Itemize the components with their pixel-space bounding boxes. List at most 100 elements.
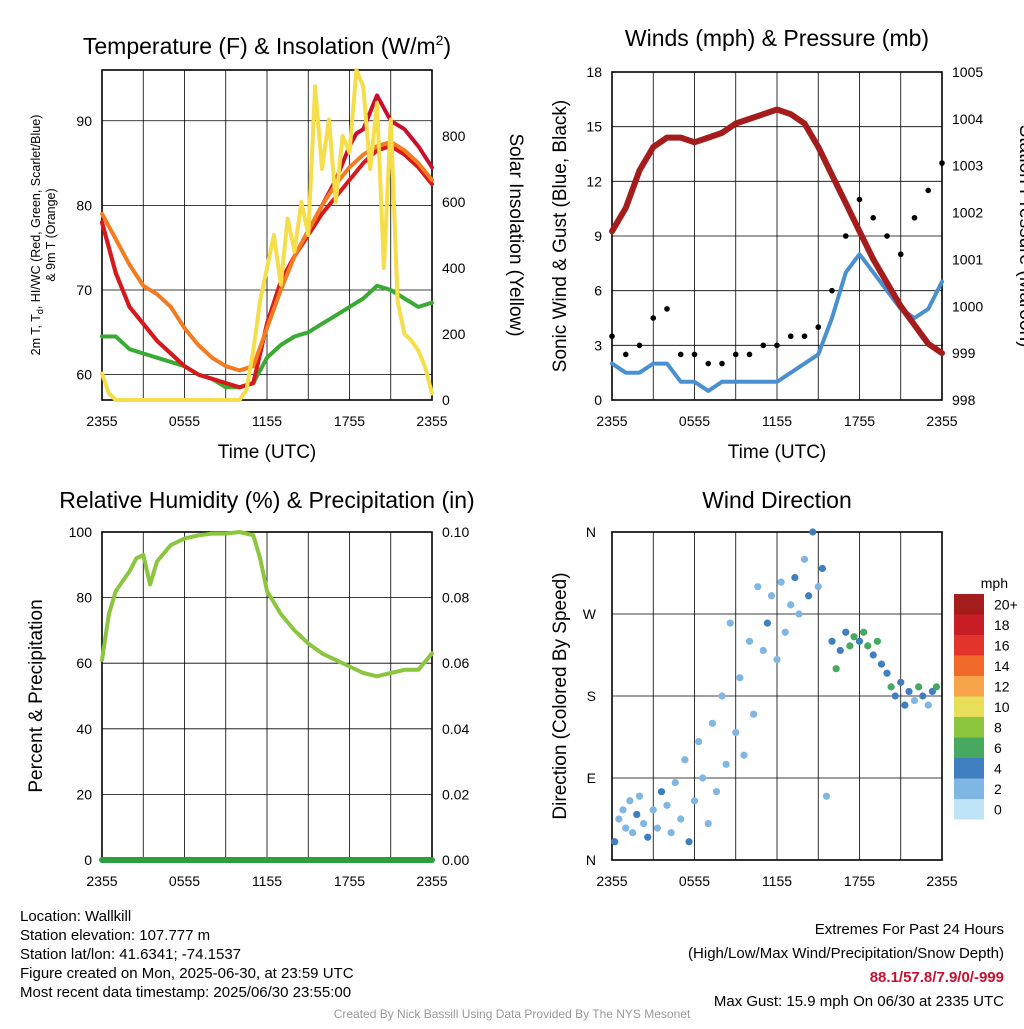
legend-label: 18 <box>994 617 1010 633</box>
series-line-solar <box>100 68 434 402</box>
direction-point <box>718 692 726 700</box>
y-axis-label: Direction (Colored By Speed) <box>550 572 571 819</box>
x-tick-label: 1755 <box>844 873 875 889</box>
direction-point <box>869 651 877 659</box>
direction-point <box>818 564 826 573</box>
direction-point <box>781 628 789 636</box>
gust-point <box>856 196 863 203</box>
legend-swatch <box>954 655 984 676</box>
direction-point <box>681 756 689 764</box>
direction-point <box>677 815 685 823</box>
y-right-tick-label: 0.00 <box>442 852 469 868</box>
y-right-axis-label: Solar Insolation (Yellow) <box>505 133 526 336</box>
y-right-tick-label: 1004 <box>952 111 983 127</box>
direction-point <box>791 573 799 582</box>
y-axis-label-subscript: d <box>35 309 45 314</box>
direction-point <box>745 637 754 645</box>
title-close-paren: ) <box>443 33 451 59</box>
direction-point <box>855 637 864 645</box>
y-axis-label-line2: & 9m T (Orange) <box>44 188 58 281</box>
gust-point <box>650 315 657 321</box>
direction-point <box>690 797 699 805</box>
direction-point <box>759 646 767 655</box>
x-tick-label: 0555 <box>169 413 200 429</box>
direction-point <box>864 642 872 650</box>
legend-swatch <box>954 717 984 738</box>
y-tick-label: 100 <box>69 524 93 540</box>
latlon-text: Station lat/lon: 41.6341; -74.1537 <box>20 946 242 963</box>
extremes-subtitle: (High/Low/Max Wind/Precipitation/Snow De… <box>688 945 1004 962</box>
direction-point <box>722 760 730 768</box>
legend-label: 20+ <box>994 596 1018 612</box>
direction-point <box>932 683 941 691</box>
extremes-panel: Extremes For Past 24 Hours (High/Low/Max… <box>688 918 1004 1014</box>
y-tick-label: 0 <box>84 852 92 868</box>
gust-point <box>691 351 698 358</box>
gust-point <box>939 160 945 166</box>
direction-point <box>695 737 703 746</box>
direction-point <box>809 528 817 536</box>
y-tick-label: 20 <box>76 786 92 802</box>
gust-point <box>705 360 712 367</box>
y-right-tick-label: 0 <box>442 392 450 408</box>
direction-point <box>699 774 707 782</box>
direction-point <box>919 692 927 700</box>
y-right-tick-label: 0.06 <box>442 655 469 671</box>
y-axis-label: Percent & Precipitation <box>26 599 47 792</box>
direction-point <box>883 669 891 677</box>
gust-point <box>925 187 932 194</box>
y-tick-label: 12 <box>586 173 602 189</box>
x-axis-label: Time (UTC) <box>728 442 827 463</box>
legend-label: 8 <box>994 719 1002 735</box>
direction-point <box>619 806 627 814</box>
x-tick-label: 2355 <box>926 873 957 889</box>
direction-point <box>877 660 886 668</box>
direction-point <box>644 833 652 841</box>
chart-title: Wind Direction <box>702 487 852 513</box>
direction-point <box>846 642 854 650</box>
direction-point <box>611 838 619 846</box>
x-tick-label: 2355 <box>86 873 117 889</box>
gust-point <box>609 333 615 340</box>
direction-point <box>873 637 881 645</box>
direction-point <box>850 633 858 641</box>
x-tick-label: 1755 <box>334 873 365 889</box>
direction-point <box>822 792 831 800</box>
direction-point <box>891 692 899 700</box>
chart-title: Temperature (F) & Insolation (W/m2) <box>83 32 451 59</box>
direction-point <box>828 637 836 645</box>
direction-point <box>615 815 623 823</box>
direction-point <box>901 701 909 709</box>
y-right-tick-label: 1000 <box>952 298 983 314</box>
direction-point <box>663 801 671 809</box>
direction-point <box>836 646 844 655</box>
legend-swatch <box>954 676 984 697</box>
direction-point <box>805 592 813 600</box>
direction-point <box>635 792 644 800</box>
y-right-tick-label: 0.04 <box>442 721 469 737</box>
y-tick-label: 40 <box>76 721 92 737</box>
series-line-sonic-wind <box>610 252 944 393</box>
y-tick-label: 90 <box>76 113 92 129</box>
credits-footer: Created By Nick Bassill Using Data Provi… <box>333 1007 691 1021</box>
y-right-tick-label: 999 <box>952 345 976 361</box>
y-tick-label: 80 <box>76 590 92 606</box>
gust-point <box>746 351 753 358</box>
recent-text: Most recent data timestamp: 2025/06/30 2… <box>20 984 352 1001</box>
x-tick-label: 1155 <box>762 873 792 889</box>
direction-point <box>897 678 905 686</box>
direction-point <box>633 810 641 819</box>
legend-label: 0 <box>994 801 1002 817</box>
legend-swatch <box>954 635 984 656</box>
station-info: Location: Wallkill Station elevation: 10… <box>20 907 354 1002</box>
direction-point <box>622 824 630 832</box>
direction-point <box>887 683 895 691</box>
title-superscript: 2 <box>436 32 444 48</box>
gust-point <box>870 214 877 221</box>
gust-point <box>732 351 739 358</box>
created-text: Figure created on Mon, 2025-06-30, at 23… <box>20 965 354 982</box>
direction-point <box>814 583 822 591</box>
x-tick-label: 2355 <box>596 873 627 889</box>
direction-point <box>649 806 657 814</box>
